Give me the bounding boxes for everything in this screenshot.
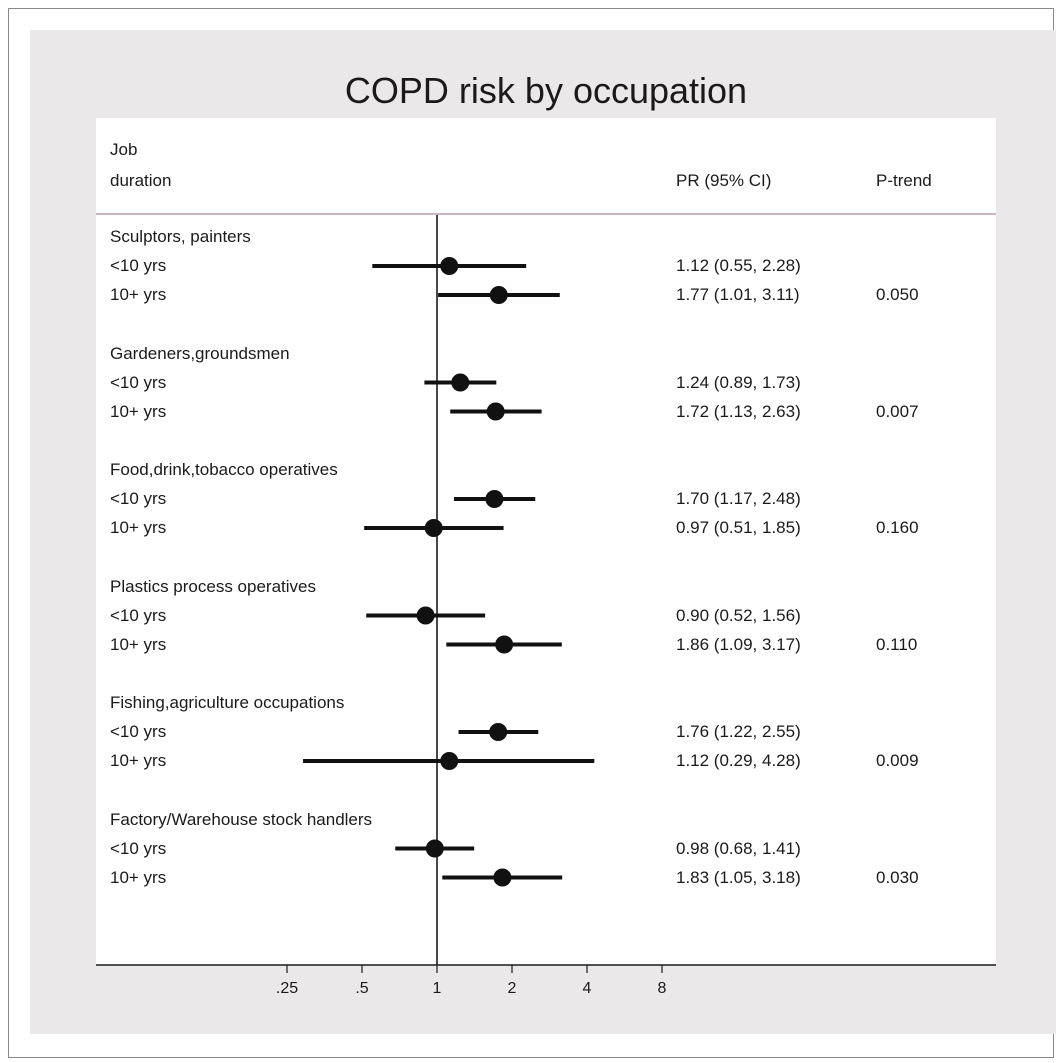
row-label: 10+ yrs bbox=[110, 518, 167, 537]
row-label: <10 yrs bbox=[110, 256, 167, 275]
header-duration: duration bbox=[110, 171, 172, 190]
row-label: <10 yrs bbox=[110, 372, 167, 392]
pr-ci-value: 1.24 (0.89, 1.73) bbox=[676, 372, 801, 392]
x-tick-label: 1 bbox=[433, 980, 442, 997]
pr-ci-value: 1.70 (1.17, 2.48) bbox=[676, 489, 801, 508]
ptrend-value: 0.160 bbox=[876, 518, 919, 537]
ptrend-value: 0.050 bbox=[876, 285, 919, 304]
header-divider bbox=[96, 213, 996, 215]
header-pr-ci: PR (95% CI) bbox=[676, 171, 772, 190]
row-label: 10+ yrs bbox=[110, 751, 167, 770]
pr-ci-value: 1.83 (1.05, 3.18) bbox=[676, 867, 801, 887]
ptrend-value: 0.009 bbox=[876, 751, 919, 770]
x-tick-label: .5 bbox=[355, 980, 368, 997]
pr-ci-value: 1.72 (1.13, 2.63) bbox=[676, 401, 801, 421]
pr-ci-value: 0.97 (0.51, 1.85) bbox=[676, 518, 801, 537]
group-label: Plastics process operatives bbox=[110, 576, 316, 596]
x-tick-label: 2 bbox=[508, 980, 517, 997]
group-label: Fishing,agriculture occupations bbox=[110, 693, 345, 712]
row-label: <10 yrs bbox=[110, 838, 167, 858]
header-ptrend: P-trend bbox=[876, 171, 932, 190]
pr-ci-value: 0.90 (0.52, 1.56) bbox=[676, 605, 801, 625]
ptrend-value: 0.007 bbox=[876, 401, 919, 421]
ptrend-value: 0.110 bbox=[876, 634, 918, 654]
group-label: Food,drink,tobacco operatives bbox=[110, 460, 338, 479]
row-label: 10+ yrs bbox=[110, 401, 167, 421]
header-job: Job bbox=[110, 140, 138, 159]
x-tick-label: .25 bbox=[276, 980, 298, 997]
row-label: 10+ yrs bbox=[110, 634, 167, 654]
group-label: Sculptors, painters bbox=[110, 227, 251, 246]
pr-point bbox=[489, 286, 508, 304]
pr-point bbox=[493, 868, 512, 887]
pr-ci-value: 1.12 (0.29, 4.28) bbox=[676, 751, 801, 770]
pr-point bbox=[486, 402, 505, 421]
group-label: Gardeners,groundsmen bbox=[110, 343, 290, 363]
pr-point bbox=[440, 257, 459, 275]
chart-title: COPD risk by occupation bbox=[344, 70, 748, 111]
pr-ci-value: 0.98 (0.68, 1.41) bbox=[676, 838, 801, 858]
pr-point bbox=[495, 635, 514, 654]
pr-ci-value: 1.12 (0.55, 2.28) bbox=[676, 256, 801, 275]
x-tick-label: 4 bbox=[583, 980, 592, 997]
row-label: 10+ yrs bbox=[110, 867, 167, 887]
pr-point bbox=[451, 373, 470, 392]
pr-ci-value: 1.86 (1.09, 3.17) bbox=[676, 634, 801, 654]
pr-point bbox=[416, 606, 435, 625]
pr-ci-value: 1.76 (1.22, 2.55) bbox=[676, 722, 801, 741]
row-label: <10 yrs bbox=[110, 605, 167, 625]
group-label: Factory/Warehouse stock handlers bbox=[110, 809, 373, 829]
pr-point bbox=[489, 723, 508, 741]
pr-point bbox=[424, 519, 443, 537]
pr-point bbox=[440, 752, 459, 770]
plot-area bbox=[96, 118, 996, 965]
pr-ci-value: 1.77 (1.01, 3.11) bbox=[676, 285, 800, 304]
pr-point bbox=[485, 490, 504, 508]
x-tick-label: 8 bbox=[658, 980, 667, 997]
row-label: <10 yrs bbox=[110, 722, 167, 741]
row-label: <10 yrs bbox=[110, 489, 167, 508]
row-label: 10+ yrs bbox=[110, 285, 167, 304]
pr-point bbox=[425, 839, 444, 858]
ptrend-value: 0.030 bbox=[876, 867, 919, 887]
